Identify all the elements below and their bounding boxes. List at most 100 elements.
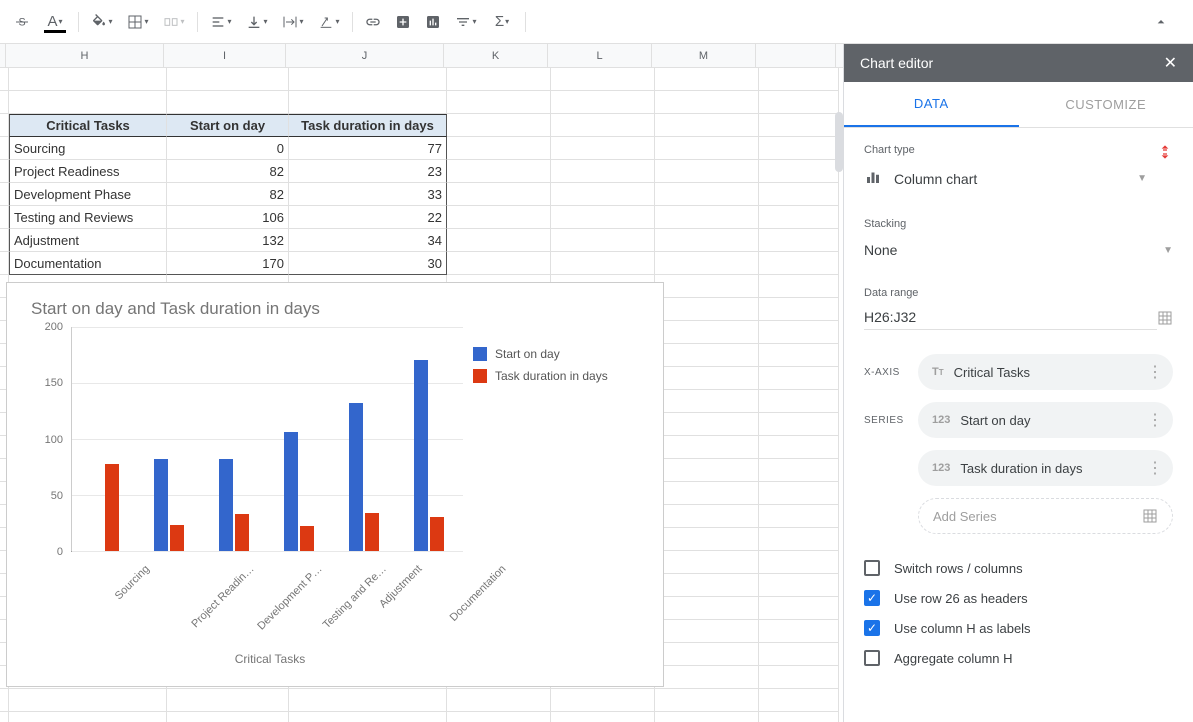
cell[interactable] [655,528,759,551]
cell[interactable] [551,183,655,206]
cell[interactable] [655,91,759,114]
cell[interactable] [759,137,839,160]
cell[interactable] [759,160,839,183]
cell[interactable] [759,436,839,459]
cell[interactable] [655,68,759,91]
column-header[interactable]: L [548,44,652,67]
cell[interactable] [167,68,289,91]
cell[interactable] [447,252,551,275]
checkbox[interactable] [864,560,880,576]
cell[interactable] [655,183,759,206]
cell[interactable] [447,183,551,206]
cell[interactable] [0,68,9,91]
text-rotation-button[interactable]: ▾ [312,8,346,36]
cell[interactable] [447,68,551,91]
cell[interactable]: 33 [289,183,447,206]
cell[interactable] [289,91,447,114]
cell[interactable] [655,390,759,413]
cell[interactable] [759,321,839,344]
cell[interactable] [0,137,9,160]
cell[interactable] [759,344,839,367]
cell[interactable] [289,712,447,722]
more-icon[interactable]: ⋮ [1147,458,1163,478]
cell[interactable] [655,298,759,321]
cell[interactable] [759,712,839,722]
cell[interactable] [551,114,655,137]
column-header[interactable]: H [6,44,164,67]
text-color-button[interactable]: A▾ [38,8,72,36]
checkbox-row[interactable]: Aggregate column H [864,650,1173,666]
cell[interactable] [655,160,759,183]
cell[interactable] [551,712,655,722]
cell[interactable]: 170 [167,252,289,275]
cell[interactable] [759,666,839,689]
fill-color-button[interactable]: ▾ [85,8,119,36]
scrollbar-indicator[interactable] [835,112,843,172]
cell[interactable] [655,689,759,712]
cell[interactable] [655,252,759,275]
cell[interactable] [0,229,9,252]
checkbox[interactable] [864,650,880,666]
checkbox-row[interactable]: ✓Use column H as labels [864,620,1173,636]
grid-icon[interactable] [1157,310,1173,326]
cell[interactable] [759,551,839,574]
cell[interactable] [0,114,9,137]
cell[interactable] [447,689,551,712]
stacking-select[interactable]: None ▼ [864,236,1173,269]
cell[interactable]: 30 [289,252,447,275]
column-header[interactable]: I [164,44,286,67]
cell[interactable] [447,206,551,229]
insert-link-button[interactable] [359,8,387,36]
data-range-input[interactable] [864,305,1157,330]
cell[interactable]: 106 [167,206,289,229]
cell[interactable]: 23 [289,160,447,183]
cell[interactable] [655,413,759,436]
cell[interactable]: Adjustment [9,229,167,252]
cell[interactable] [759,275,839,298]
column-header[interactable]: J [286,44,444,67]
cell[interactable]: Documentation [9,252,167,275]
cell[interactable] [759,505,839,528]
cell[interactable]: 0 [167,137,289,160]
cell[interactable] [0,183,9,206]
cell[interactable] [759,459,839,482]
checkbox-row[interactable]: Switch rows / columns [864,560,1173,576]
cell[interactable] [551,206,655,229]
cell[interactable] [0,160,9,183]
cell[interactable]: 82 [167,183,289,206]
cell[interactable] [655,436,759,459]
cell[interactable] [447,160,551,183]
insert-chart-button[interactable] [419,8,447,36]
cell[interactable] [655,666,759,689]
cell[interactable]: Critical Tasks [9,114,167,137]
cell[interactable] [9,91,167,114]
cell[interactable] [759,574,839,597]
cell[interactable]: 132 [167,229,289,252]
cell[interactable] [551,252,655,275]
chart-type-select[interactable]: Column chart ▼ [864,162,1147,200]
cell[interactable] [759,206,839,229]
cell[interactable] [655,574,759,597]
spreadsheet-area[interactable]: HIJKLM Critical TasksStart on dayTask du… [0,44,843,722]
column-header[interactable] [756,44,836,67]
cell[interactable] [447,91,551,114]
cell[interactable]: Start on day [167,114,289,137]
xaxis-chip[interactable]: TT Critical Tasks ⋮ [918,354,1173,390]
cell[interactable] [655,620,759,643]
cell[interactable] [655,206,759,229]
cell[interactable] [167,689,289,712]
cell[interactable] [9,712,167,722]
cell[interactable] [759,298,839,321]
cell[interactable] [759,114,839,137]
more-icon[interactable]: ⋮ [1147,410,1163,430]
tab-data[interactable]: DATA [844,82,1019,127]
column-header[interactable]: K [444,44,548,67]
cell[interactable] [759,689,839,712]
cell[interactable] [447,229,551,252]
cell[interactable] [551,229,655,252]
cell[interactable]: Project Readiness [9,160,167,183]
cell[interactable] [551,68,655,91]
filter-button[interactable]: ▾ [449,8,483,36]
cell[interactable] [759,390,839,413]
checkbox-row[interactable]: ✓Use row 26 as headers [864,590,1173,606]
